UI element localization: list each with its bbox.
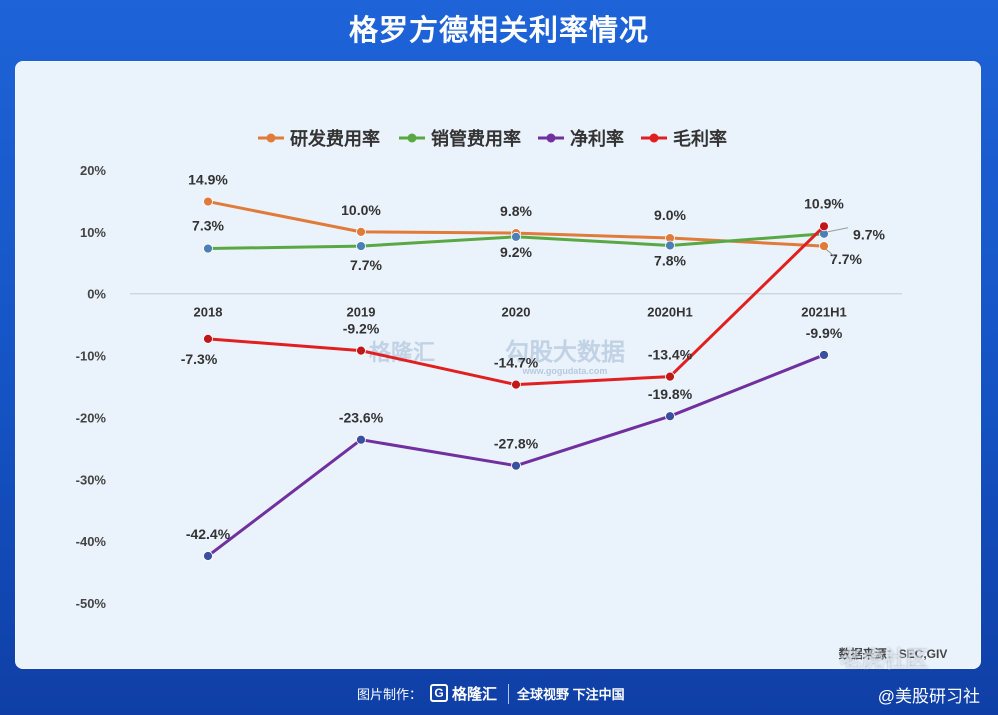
y-tick-label: -40%	[76, 534, 107, 549]
data-point	[356, 345, 366, 356]
data-label: -23.6%	[339, 410, 384, 426]
data-label: 14.9%	[188, 172, 228, 188]
data-point	[356, 434, 366, 445]
y-tick-label: 10%	[80, 225, 106, 240]
data-point	[203, 243, 213, 254]
data-label: 9.7%	[853, 227, 885, 243]
data-label: 10.0%	[341, 202, 381, 218]
data-point	[356, 226, 366, 237]
y-tick-label: 0%	[87, 287, 106, 302]
data-label: -13.4%	[648, 347, 693, 363]
data-point	[665, 240, 675, 251]
source-note: 数据来源：SEC,GIV	[839, 646, 948, 661]
legend-swatch-marker	[407, 133, 417, 143]
label-leader	[827, 227, 849, 233]
y-tick-label: -50%	[76, 596, 107, 611]
brand-name: 格隆汇	[452, 685, 498, 703]
legend-label: 毛利率	[673, 128, 727, 149]
data-point	[665, 411, 675, 422]
data-label: -27.8%	[494, 436, 539, 452]
x-tick-label: 2020	[502, 305, 531, 320]
data-point	[819, 241, 829, 251]
legend-swatch-marker	[649, 133, 659, 143]
x-tick-label: 2021H1	[801, 305, 847, 320]
data-label: 7.8%	[654, 252, 686, 268]
y-tick-label: 20%	[80, 163, 106, 178]
data-point	[203, 333, 213, 344]
data-label: -7.3%	[181, 351, 218, 367]
legend-swatch-marker	[266, 133, 276, 143]
y-tick-label: -20%	[76, 410, 107, 425]
chart-title: 格罗方德相关利率情况	[348, 15, 649, 47]
data-point	[819, 350, 829, 360]
footer-divider	[508, 684, 509, 704]
brand-logo-icon: G	[430, 684, 448, 702]
data-point	[356, 241, 366, 251]
data-point	[203, 551, 213, 561]
data-label: -14.7%	[494, 355, 539, 371]
legend-label: 销管费用率	[431, 128, 521, 149]
data-point	[665, 371, 675, 382]
data-label: 9.8%	[500, 203, 532, 219]
data-label: -9.2%	[343, 321, 380, 337]
x-tick-label: 2020H1	[647, 305, 693, 320]
center-watermark-sub: 勾股大数据	[505, 339, 625, 366]
chart-panel	[15, 61, 981, 669]
data-label: 9.0%	[654, 207, 686, 223]
data-label: 7.7%	[830, 251, 862, 267]
label-leader	[825, 248, 835, 257]
footer-brand: G 格隆汇	[430, 681, 497, 705]
footer-handle: @美股研习社	[877, 687, 980, 706]
legend-label: 研发费用率	[290, 128, 380, 149]
corner-watermark: 老虎社区	[840, 647, 929, 672]
data-label: 9.2%	[500, 244, 532, 260]
footer-bar: 图片制作： G 格隆汇 全球视野 下注中国 @美股研习社	[0, 678, 998, 715]
data-label: -19.8%	[648, 386, 693, 402]
data-label: 10.9%	[804, 195, 844, 211]
data-point	[511, 460, 521, 471]
data-point	[203, 196, 213, 207]
data-label: 7.3%	[192, 218, 224, 234]
data-point	[819, 221, 829, 232]
legend-swatch-marker	[546, 133, 556, 143]
x-tick-label: 2019	[347, 305, 376, 320]
data-label: -42.4%	[186, 526, 231, 542]
x-tick-label: 2018	[194, 305, 223, 320]
y-tick-label: -10%	[76, 349, 107, 364]
legend-label: 净利率	[570, 128, 624, 149]
data-label: 7.7%	[350, 257, 382, 273]
credit-label: 图片制作：	[357, 687, 423, 702]
center-watermark-url: www.gogudata.com	[522, 366, 608, 376]
data-point	[511, 231, 521, 242]
center-watermark-brand: 格隆汇	[369, 340, 435, 365]
data-label: -9.9%	[806, 325, 843, 341]
y-tick-label: -30%	[76, 472, 107, 487]
data-point	[511, 379, 521, 390]
footer-slogan: 全球视野 下注中国	[517, 687, 625, 702]
